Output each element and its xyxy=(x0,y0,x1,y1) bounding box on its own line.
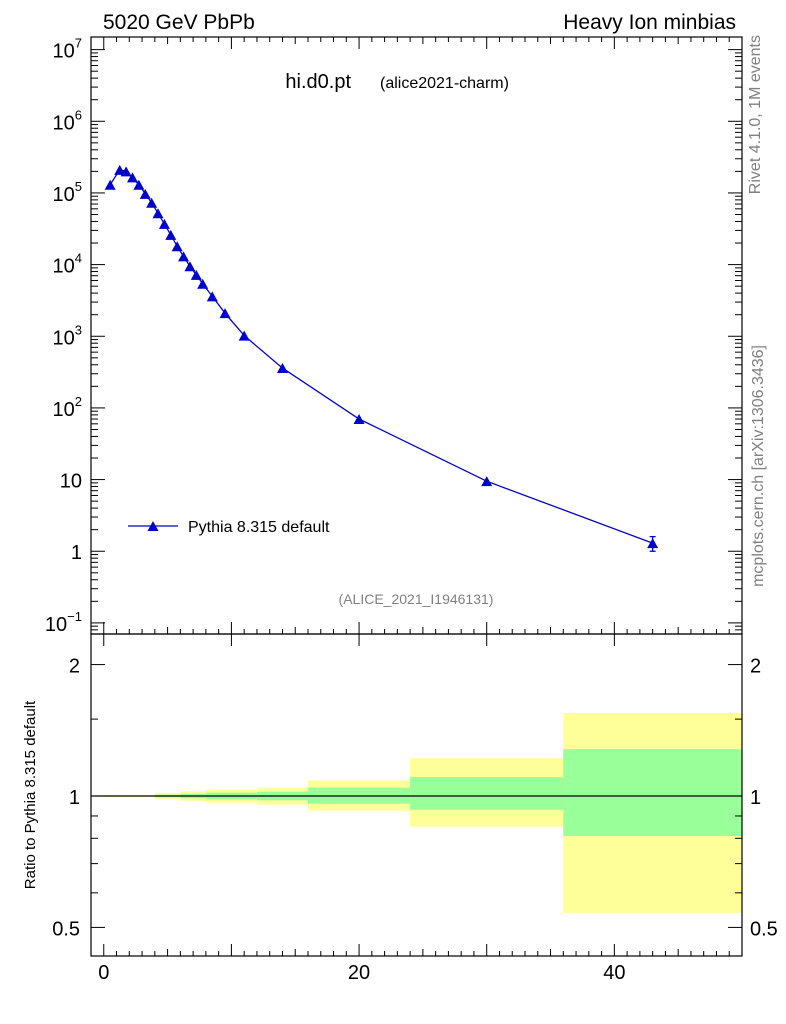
data-point-marker xyxy=(104,179,116,190)
y-tick-label: 106 xyxy=(53,107,82,134)
y-tick-label: 1 xyxy=(71,542,82,564)
y-tick-label: 104 xyxy=(53,251,82,278)
data-point-marker xyxy=(152,208,164,219)
ratio-tick-labels: 0.5 0.51 12 20 20 40 xyxy=(52,656,778,984)
series-markers xyxy=(104,164,659,552)
uncertainty-band-inner xyxy=(563,749,742,836)
ratio-y-tick-label-left: 0.5 xyxy=(52,918,80,940)
data-point-marker xyxy=(114,164,126,175)
data-point-marker xyxy=(238,330,250,341)
y-tick-label: 102 xyxy=(53,394,82,421)
ratio-y-tick-label-right: 1 xyxy=(750,787,761,809)
data-point-marker xyxy=(139,188,151,199)
data-point-marker xyxy=(190,269,202,280)
y-tick-label: 107 xyxy=(53,36,82,63)
mcplots-label: mcplots.cern.ch [arXiv:1306.3436] xyxy=(750,345,767,587)
data-point-marker xyxy=(171,241,183,252)
data-point-marker xyxy=(206,291,218,302)
ratio-y-tick-label-left: 2 xyxy=(69,656,80,678)
data-point-marker xyxy=(219,308,231,319)
ratio-y-tick-label-left: 1 xyxy=(69,787,80,809)
x-tick-label: 40 xyxy=(603,962,625,984)
data-point-marker xyxy=(197,278,209,289)
series-line xyxy=(109,169,653,544)
main-y-tick-labels: 10−1 1 10 102 103 104 105 106 107 xyxy=(45,36,82,636)
y-tick-label: 103 xyxy=(53,322,82,349)
legend: Pythia 8.315 default xyxy=(128,519,330,536)
data-point-marker xyxy=(184,261,196,272)
x-tick-label: 20 xyxy=(348,962,370,984)
data-point-marker xyxy=(353,414,365,425)
legend-triangle-marker xyxy=(147,521,159,531)
data-point-marker xyxy=(146,197,158,208)
data-point-marker xyxy=(165,229,177,240)
y-tick-label: 105 xyxy=(53,179,82,206)
data-point-marker xyxy=(647,538,659,549)
data-point-marker xyxy=(133,179,145,190)
ratio-y-axis-label: Ratio to Pythia 8.315 default xyxy=(22,700,39,889)
analysis-id: (ALICE_2021_I1946131) xyxy=(339,591,494,607)
data-point-marker xyxy=(120,166,132,177)
y-tick-label: 10 xyxy=(60,471,82,493)
data-point-marker xyxy=(126,172,138,183)
main-frame xyxy=(90,36,743,635)
data-point-marker xyxy=(276,363,288,374)
data-point-marker xyxy=(178,251,190,262)
rivet-label: Rivet 4.1.0, 1M events xyxy=(747,35,764,194)
data-point-marker xyxy=(481,476,493,487)
legend-label: Pythia 8.315 default xyxy=(188,519,330,536)
ratio-axis-ticks xyxy=(91,664,742,928)
x-tick-label: 0 xyxy=(98,962,109,984)
data-point-marker xyxy=(158,218,170,229)
ratio-frame xyxy=(90,633,743,957)
ratio-y-tick-label-right: 0.5 xyxy=(750,918,778,940)
uncertainty-band-inner xyxy=(410,777,564,810)
plot-subtitle: (alice2021-charm) xyxy=(380,75,509,92)
ratio-y-tick-label-right: 2 xyxy=(750,656,761,678)
main-panel: 10−1 1 10 102 103 104 105 106 107 hi.d0.pt (alic… xyxy=(45,36,743,956)
process-label: Heavy Ion minbias xyxy=(563,11,736,34)
y-tick-label: 10−1 xyxy=(45,609,82,636)
ratio-bands xyxy=(103,712,742,913)
plot-title: hi.d0.pt xyxy=(285,71,351,93)
energy-label: 5020 GeV PbPb xyxy=(103,11,255,34)
ratio-panel: 0.5 0.51 12 20 20 40 Ratio to Pythia 8.315 de… xyxy=(22,633,778,984)
